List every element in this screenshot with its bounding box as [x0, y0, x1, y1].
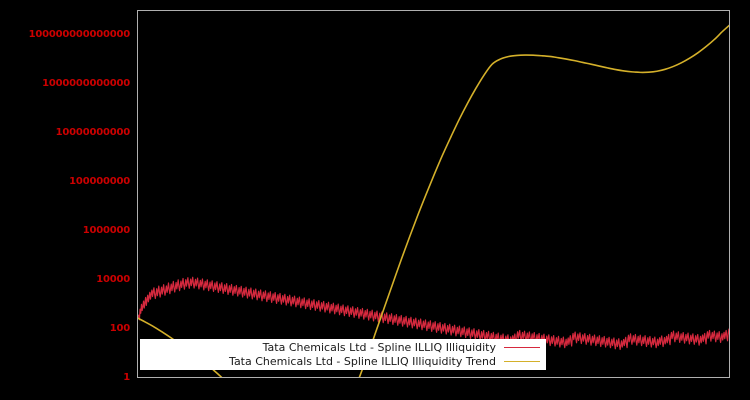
y-tick-label-2: 10000 [96, 273, 130, 285]
y-tick-label-1: 100 [109, 322, 130, 334]
legend-entry-illiquidity: Tata Chemicals Ltd - Spline ILLIQ Illiqu… [140, 341, 546, 355]
y-tick-label-0: 1 [123, 372, 130, 383]
legend-swatch-illiquidity [504, 347, 540, 348]
legend-label-illiquidity-trend: Tata Chemicals Ltd - Spline ILLIQ Illiqu… [229, 355, 496, 368]
chart-legend: Tata Chemicals Ltd - Spline ILLIQ Illiqu… [140, 339, 546, 370]
y-tick-label-7: 100000000000000 [28, 28, 131, 40]
legend-swatch-illiquidity-trend [504, 361, 540, 362]
y-tick-label-6: 1000000000000 [42, 77, 130, 89]
y-axis-tick-labels: 1 100 10000 1000000 100000000 10000000000 1000… [0, 0, 137, 400]
series-line-illiquidity [138, 276, 729, 351]
series-canvas [138, 24, 729, 377]
plot-clip [138, 11, 729, 377]
y-tick-label-3: 1000000 [82, 224, 131, 236]
y-tick-label-4: 100000000 [69, 175, 130, 187]
y-tick-label-5: 10000000000 [55, 126, 131, 138]
legend-label-illiquidity: Tata Chemicals Ltd - Spline ILLIQ Illiqu… [262, 341, 496, 354]
legend-entry-illiquidity-trend: Tata Chemicals Ltd - Spline ILLIQ Illiqu… [140, 355, 546, 369]
series-line-illiquidity-trend [138, 24, 729, 377]
plot-area [137, 10, 730, 378]
